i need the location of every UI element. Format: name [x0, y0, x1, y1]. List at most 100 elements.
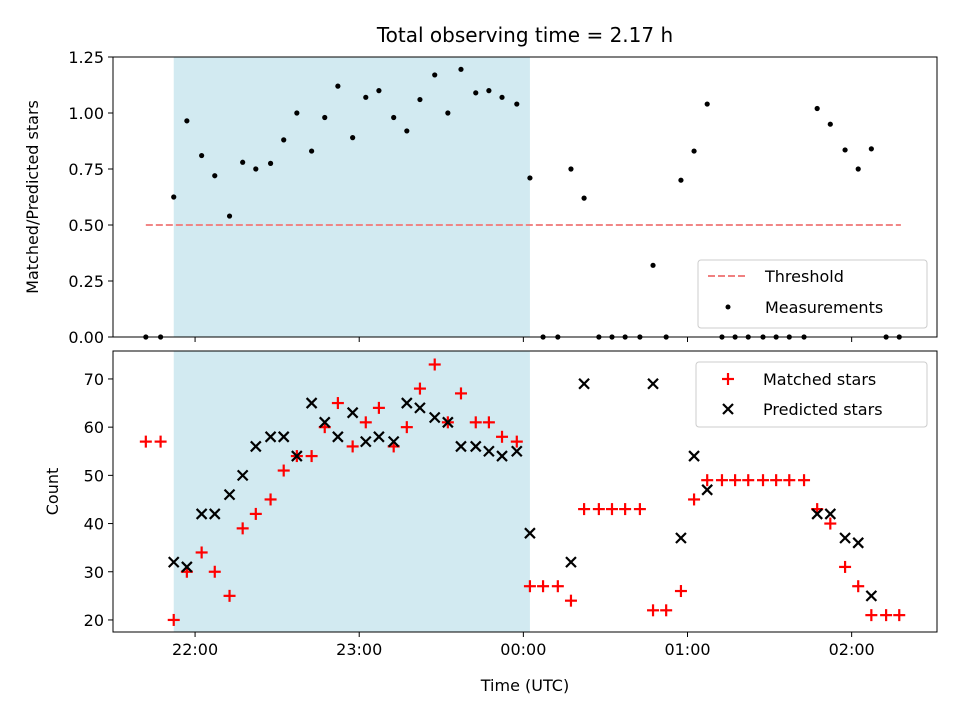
- legend-top: Threshold Measurements: [697, 259, 928, 329]
- predicted-star-point: [839, 532, 851, 544]
- predicted-star-point: [250, 440, 262, 453]
- matched-star-point: [770, 474, 783, 487]
- legend-predicted-label: Predicted stars: [763, 400, 883, 419]
- matched-star-point: [729, 474, 742, 487]
- matched-star-point: [865, 609, 878, 622]
- matched-star-point: [523, 580, 536, 593]
- observing-window-shade-top: [173, 57, 530, 337]
- x-tick-label: 23:00: [336, 640, 382, 659]
- measurement-point: [376, 88, 382, 94]
- matched-star-point: [783, 474, 796, 487]
- measurement-point: [226, 213, 233, 219]
- predicted-star-point: [318, 416, 331, 429]
- y-tick-label: 60: [84, 418, 104, 437]
- y-tick-label: 0.50: [68, 216, 104, 235]
- matched-star-point: [482, 416, 495, 429]
- matched-star-point: [852, 580, 865, 593]
- predicted-star-point: [496, 450, 508, 462]
- measurement-point: [650, 262, 656, 268]
- legend-bottom: Matched stars Predicted stars: [695, 361, 928, 428]
- predicted-star-point: [195, 508, 208, 520]
- matched-star-point: [893, 609, 906, 622]
- measurement-point: [212, 173, 218, 179]
- y-tick-label: 0.75: [68, 160, 104, 179]
- matched-star-point: [496, 430, 509, 443]
- matched-star-point: [510, 435, 523, 448]
- measurement-point: [294, 110, 300, 116]
- predicted-star-point: [688, 450, 700, 462]
- matched-star-point: [331, 397, 344, 410]
- matched-star-point: [277, 464, 290, 477]
- measurement-point: [704, 101, 710, 107]
- predicted-star-point: [565, 556, 577, 568]
- predicted-star-point: [701, 484, 713, 496]
- y-tick-label: 1.25: [68, 48, 104, 67]
- matched-star-point: [167, 613, 180, 626]
- legend-threshold-label: Threshold: [764, 267, 844, 286]
- measurement-point: [568, 166, 574, 172]
- predicted-star-point: [824, 508, 837, 520]
- measurement-point: [842, 147, 848, 153]
- predicted-star-point: [414, 402, 426, 414]
- legend-box-bottom: [695, 361, 928, 428]
- predicted-star-point: [469, 440, 482, 453]
- predicted-star-point: [401, 397, 413, 409]
- matched-star-point: [346, 440, 359, 453]
- measurement-point: [855, 166, 861, 172]
- predicted-star-point: [865, 590, 878, 602]
- measurement-point: [691, 148, 697, 154]
- matched-star-point: [605, 503, 618, 516]
- matched-star-point: [305, 450, 318, 463]
- matched-star-point: [757, 474, 770, 487]
- matched-star-point: [154, 435, 167, 448]
- y-tick-label: 40: [84, 515, 104, 534]
- measurement-point: [309, 148, 315, 154]
- matched-star-point: [208, 565, 221, 578]
- matched-star-point: [413, 382, 426, 395]
- legend-matched-label: Matched stars: [763, 370, 876, 389]
- measurement-point: [458, 66, 464, 72]
- axes-frame-top: [112, 56, 938, 338]
- x-tick-label: 22:00: [172, 640, 218, 659]
- matched-star-point: [249, 507, 262, 520]
- measurement-point: [240, 159, 246, 165]
- matched-star-point: [839, 560, 852, 573]
- predicted-star-point: [455, 440, 467, 453]
- matched-star-point: [619, 503, 632, 516]
- y-tick-label: 20: [84, 611, 104, 630]
- predicted-star-point: [524, 527, 536, 539]
- measurement-point: [281, 137, 287, 143]
- matched-star-point: [400, 421, 413, 434]
- matched-star-point: [592, 503, 605, 516]
- matched-star-point: [195, 546, 208, 559]
- matched-star-point: [372, 401, 385, 414]
- matched-star-point: [578, 503, 591, 516]
- matched-star-point: [647, 604, 660, 617]
- matched-star-point: [551, 580, 564, 593]
- x-tick-label: 02:00: [829, 640, 875, 659]
- predicted-star-point: [360, 435, 372, 448]
- y-tick-label: 0.00: [68, 328, 104, 347]
- predicted-star-point: [167, 556, 180, 568]
- y-axis-label-bottom: Count: [43, 468, 62, 516]
- measurement-point: [267, 160, 274, 166]
- y-axis-label-top: Matched/Predicted stars: [23, 100, 42, 294]
- matched-star-point: [428, 358, 441, 371]
- legend-measurements-swatch: [725, 304, 731, 310]
- y-tick-label: 1.00: [68, 104, 104, 123]
- matched-star-point: [264, 493, 277, 506]
- matched-star-point: [537, 580, 550, 593]
- predicted-star-point: [483, 445, 495, 458]
- predicted-star-point: [346, 406, 359, 419]
- matched-star-point: [742, 474, 755, 487]
- y-tick-label: 30: [84, 563, 104, 582]
- measurement-point: [184, 118, 190, 124]
- measurement-point: [253, 166, 259, 172]
- measurement-point: [514, 101, 520, 107]
- predicted-star-point: [305, 397, 318, 409]
- y-tick-label: 0.25: [68, 272, 104, 291]
- predicted-star-point: [852, 537, 864, 549]
- measurement-point: [499, 94, 505, 100]
- legend-measurements-label: Measurements: [765, 298, 883, 317]
